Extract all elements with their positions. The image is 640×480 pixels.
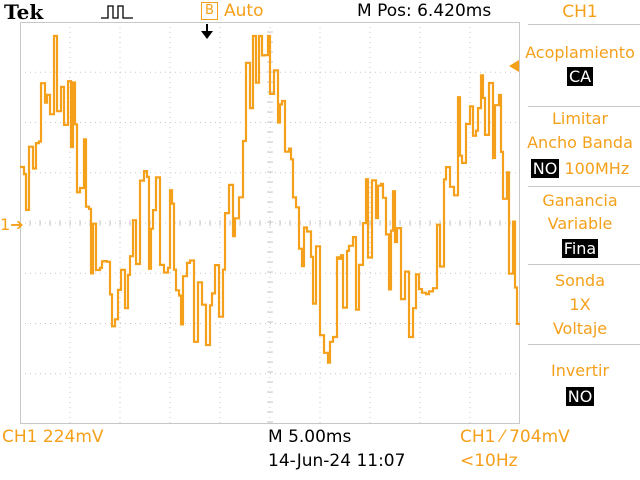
bandwidth-label-2: Ancho Banda bbox=[527, 133, 633, 152]
gain-label-1: Ganancia bbox=[542, 191, 618, 210]
probe-value-1: 1X bbox=[569, 295, 591, 314]
bandwidth-label-1: Limitar bbox=[551, 109, 609, 128]
menu-separator bbox=[528, 106, 640, 107]
brand-logo: Tek bbox=[4, 0, 44, 24]
menu-separator bbox=[528, 24, 640, 25]
ch1-waveform-trace bbox=[20, 34, 520, 364]
acquisition-waveform-icon bbox=[101, 5, 133, 19]
trigger-level: CH1 ⁄ 704mV bbox=[460, 427, 570, 447]
trigger-frequency: <10Hz bbox=[460, 451, 518, 471]
date-time: 14-Jun-24 11:07 bbox=[268, 451, 406, 471]
gain-label-2: Variable bbox=[547, 214, 613, 233]
probe-value-2: Voltaje bbox=[552, 319, 608, 338]
timebase: M 5.00ms bbox=[268, 427, 352, 447]
menu-separator bbox=[528, 344, 640, 345]
trigger-status: Auto bbox=[224, 1, 264, 21]
menu-title: CH1 bbox=[562, 2, 598, 22]
gain-value: Fina bbox=[561, 239, 599, 258]
horizontal-position: M Pos: 6.420ms bbox=[357, 1, 492, 21]
arrow-right-icon: ➔ bbox=[10, 215, 24, 234]
bandwidth-freq: 100MHz bbox=[564, 159, 630, 178]
channel-ground-label: 1 bbox=[0, 215, 11, 234]
menu-separator bbox=[528, 186, 640, 187]
menu-pointer-icon bbox=[509, 60, 519, 72]
trigger-status-icon: B bbox=[201, 2, 218, 20]
invert-value: NO bbox=[565, 387, 595, 406]
bandwidth-no: NO bbox=[530, 159, 560, 178]
trigger-position-icon bbox=[201, 24, 213, 39]
coupling-value: CA bbox=[566, 67, 594, 86]
probe-label: Sonda bbox=[554, 271, 606, 290]
waveform-display[interactable] bbox=[20, 22, 520, 424]
channel-ground-marker: 1➔ bbox=[0, 215, 24, 235]
invert-label: Invertir bbox=[550, 361, 610, 380]
vertical-menu: CH1 Acoplamiento CA Limitar Ancho Banda … bbox=[509, 0, 640, 424]
channel-scale: CH1 224mV bbox=[2, 427, 104, 447]
menu-separator bbox=[528, 264, 640, 265]
coupling-label: Acoplamiento bbox=[525, 43, 635, 62]
